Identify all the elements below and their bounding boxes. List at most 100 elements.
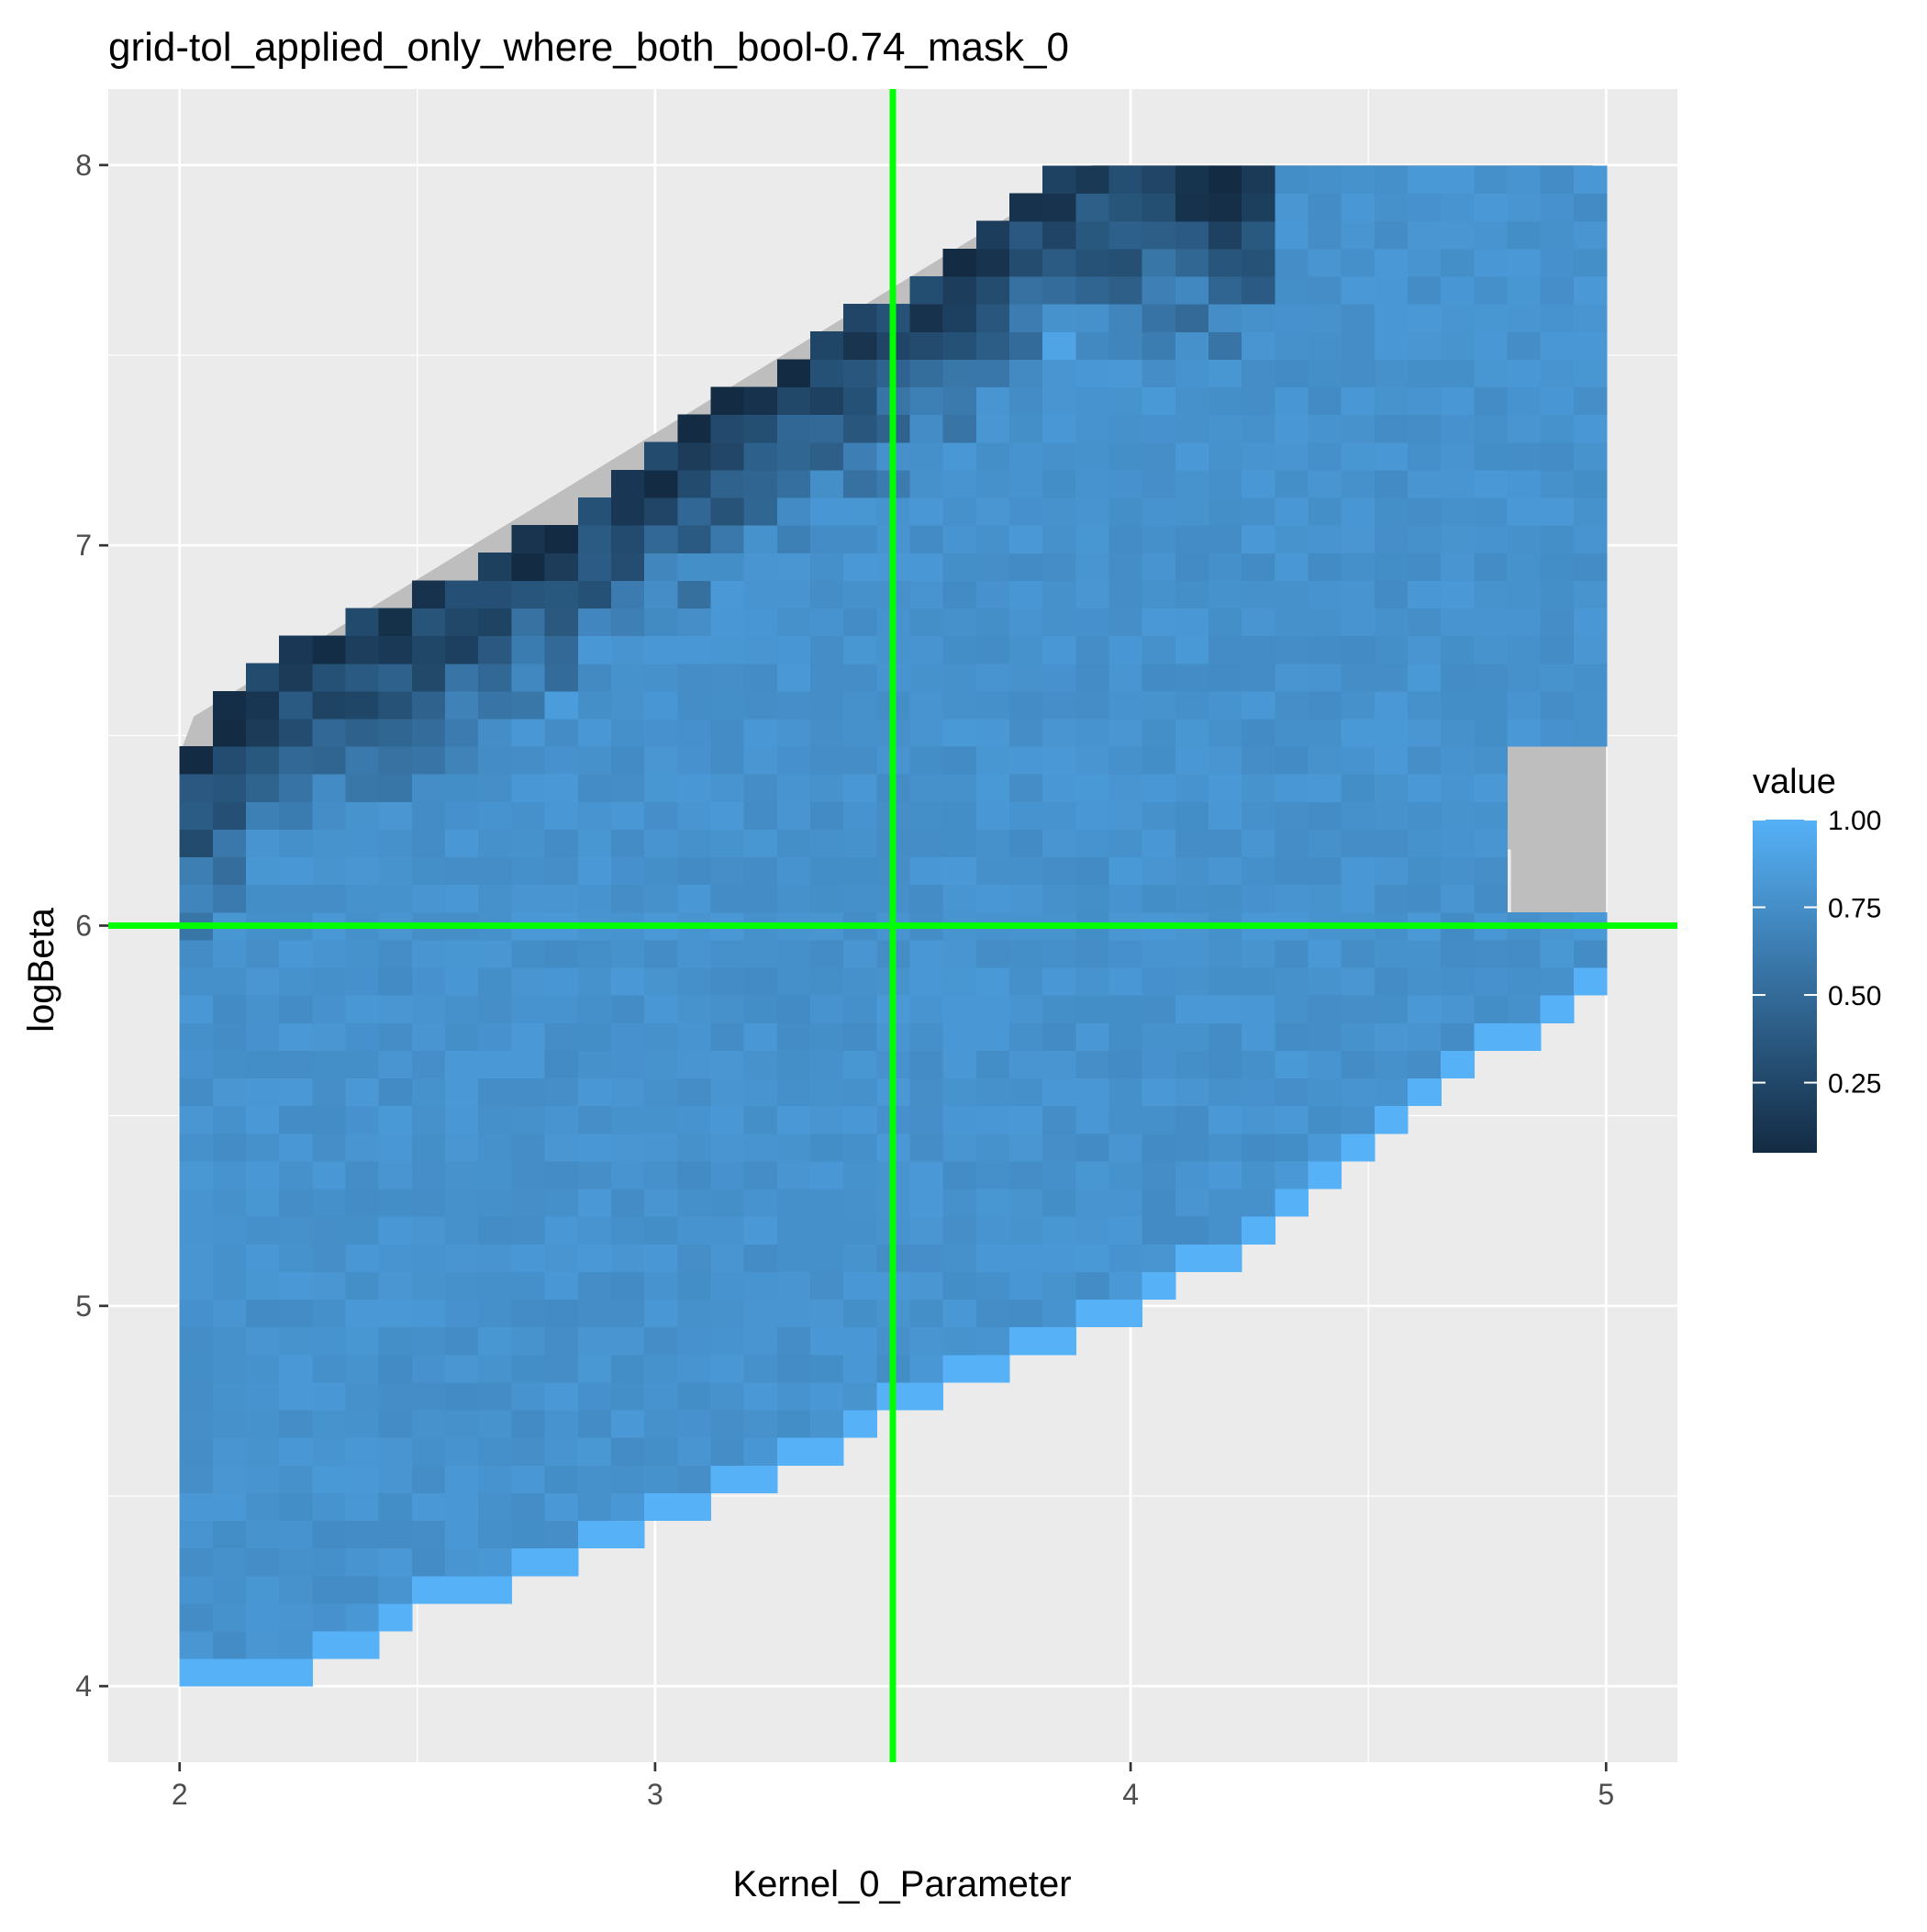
heatmap-tile xyxy=(1308,248,1342,277)
heatmap-tile xyxy=(809,663,844,692)
heatmap-tile xyxy=(644,441,678,471)
heatmap-tile xyxy=(478,1271,513,1301)
heatmap-tile xyxy=(1540,718,1575,747)
heatmap-tile xyxy=(511,1271,546,1301)
heatmap-tile xyxy=(975,829,1010,858)
heatmap-tile xyxy=(1108,608,1143,637)
heatmap-tile xyxy=(1374,635,1409,664)
heatmap-tile xyxy=(843,801,877,830)
heatmap-tile xyxy=(743,801,778,830)
heatmap-tile xyxy=(843,1188,877,1217)
heatmap-tile xyxy=(1142,275,1176,305)
heatmap-tile xyxy=(1008,1105,1043,1134)
legend-title: value xyxy=(1753,763,1836,801)
heatmap-tile xyxy=(1242,248,1275,277)
heatmap-tile xyxy=(942,1271,977,1301)
heatmap-tile xyxy=(179,1326,214,1356)
heatmap-tile xyxy=(1042,525,1076,553)
heatmap-tile xyxy=(743,441,778,471)
heatmap-tile xyxy=(1242,608,1275,637)
heatmap-tile xyxy=(776,580,811,609)
heatmap-tile xyxy=(577,608,612,637)
heatmap-tile xyxy=(478,580,513,609)
heatmap-tile xyxy=(644,1409,678,1438)
heatmap-tile xyxy=(1042,995,1076,1023)
heatmap-tile xyxy=(544,884,579,913)
y-tick-label: 5 xyxy=(75,1290,92,1323)
heatmap-tile xyxy=(478,1575,513,1604)
heatmap-tile xyxy=(644,718,678,747)
heatmap-tile xyxy=(212,690,247,720)
heatmap-tile xyxy=(809,525,844,553)
heatmap-tile xyxy=(776,1133,811,1162)
heatmap-tile xyxy=(246,1271,280,1301)
heatmap-tile xyxy=(843,1078,877,1107)
heatmap-tile xyxy=(644,774,678,802)
heatmap-tile xyxy=(478,690,513,720)
heatmap-tile xyxy=(279,995,314,1023)
heatmap-tile xyxy=(1042,1050,1076,1079)
heatmap-tile xyxy=(942,1160,977,1189)
heatmap-tile xyxy=(942,359,977,388)
heatmap-tile xyxy=(511,525,546,553)
heatmap-tile xyxy=(1441,608,1475,637)
heatmap-tile xyxy=(411,1520,446,1549)
heatmap-tile xyxy=(345,829,380,858)
heatmap-tile xyxy=(1208,690,1242,720)
heatmap-tile xyxy=(345,1188,380,1217)
heatmap-tile xyxy=(710,884,745,913)
heatmap-tile xyxy=(644,608,678,637)
heatmap-tile xyxy=(809,1160,844,1189)
heatmap-tile xyxy=(511,580,546,609)
heatmap-tile xyxy=(743,690,778,720)
heatmap-tile xyxy=(345,1133,380,1162)
heatmap-tile xyxy=(1075,220,1110,250)
heatmap-tile xyxy=(1175,801,1209,830)
heatmap-tile xyxy=(1275,966,1309,996)
heatmap-tile xyxy=(1374,1022,1409,1051)
legend-label: 0.75 xyxy=(1828,894,1881,924)
heatmap-tile xyxy=(644,1216,678,1245)
heatmap-tile xyxy=(1275,414,1309,443)
heatmap-tile xyxy=(478,1547,513,1577)
heatmap-tile xyxy=(1175,553,1209,581)
heatmap-tile xyxy=(312,1160,347,1189)
heatmap-tile xyxy=(809,1299,844,1328)
heatmap-tile xyxy=(279,1326,314,1356)
heatmap-tile xyxy=(1008,220,1043,250)
heatmap-tile xyxy=(1108,469,1143,498)
heatmap-tile xyxy=(743,1050,778,1079)
heatmap-tile xyxy=(1142,1216,1176,1245)
heatmap-tile xyxy=(677,1381,712,1411)
heatmap-tile xyxy=(1142,966,1176,996)
heatmap-tile xyxy=(776,801,811,830)
heatmap-tile xyxy=(511,746,546,775)
heatmap-tile xyxy=(1374,746,1409,775)
heatmap-tile xyxy=(843,1133,877,1162)
heatmap-tile xyxy=(246,1658,280,1687)
heatmap-tile xyxy=(975,635,1010,664)
heatmap-tile xyxy=(378,1492,413,1522)
heatmap-tile xyxy=(975,386,1010,416)
heatmap-tile xyxy=(1341,193,1376,222)
heatmap-tile xyxy=(1242,995,1275,1023)
heatmap-tile xyxy=(909,1216,944,1245)
heatmap-tile xyxy=(345,774,380,802)
heatmap-tile xyxy=(776,386,811,416)
heatmap-tile xyxy=(610,497,645,526)
heatmap-tile xyxy=(1308,414,1342,443)
heatmap-tile xyxy=(1275,1133,1309,1162)
heatmap-tile xyxy=(1242,718,1275,747)
heatmap-tile xyxy=(843,829,877,858)
heatmap-tile xyxy=(1441,829,1475,858)
heatmap-tile xyxy=(610,1381,645,1411)
heatmap-tile xyxy=(445,1326,479,1356)
heatmap-tile xyxy=(1407,690,1442,720)
heatmap-tile xyxy=(1208,275,1242,305)
heatmap-tile xyxy=(1341,441,1376,471)
heatmap-tile xyxy=(975,995,1010,1023)
heatmap-tile xyxy=(544,1022,579,1051)
heatmap-tile xyxy=(1573,690,1608,720)
heatmap-tile xyxy=(1008,829,1043,858)
heatmap-tile xyxy=(1208,220,1242,250)
